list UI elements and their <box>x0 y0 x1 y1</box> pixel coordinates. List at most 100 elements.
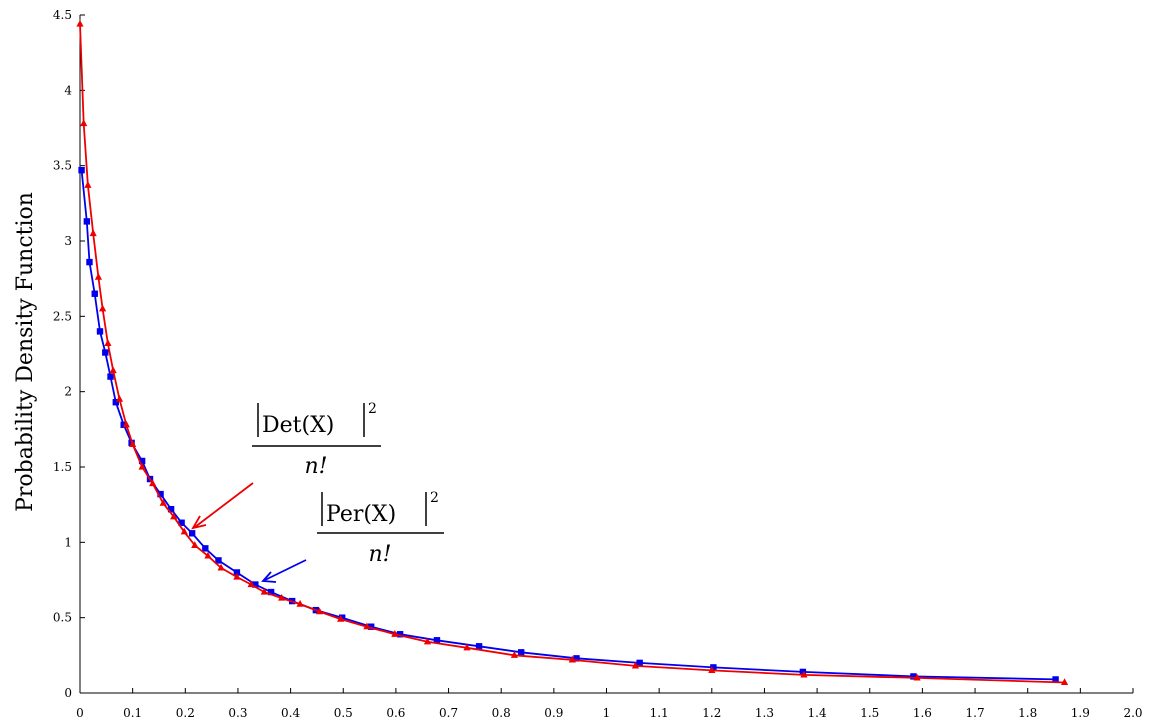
data-point <box>423 637 432 645</box>
data-point <box>1060 678 1069 686</box>
det-arrow <box>191 482 254 530</box>
data-point <box>338 614 346 621</box>
x-tick-label: 0.7 <box>439 706 458 720</box>
data-point <box>463 643 471 651</box>
x-tick-label: 0.6 <box>386 706 405 720</box>
data-point <box>94 272 103 280</box>
data-point <box>109 366 117 374</box>
data-point <box>233 572 241 580</box>
x-tick-label: 1.2 <box>702 706 721 720</box>
data-point <box>86 258 93 266</box>
data-point <box>631 661 640 669</box>
x-tick-label: 1.7 <box>966 706 985 720</box>
data-point <box>180 527 188 535</box>
y-tick-label: 0.5 <box>53 611 72 625</box>
data-point <box>233 569 241 576</box>
data-point <box>391 630 399 637</box>
series-det <box>76 19 1069 686</box>
x-tick-label: 1.4 <box>808 706 827 720</box>
data-point <box>278 593 286 601</box>
x-tick-label: 1.6 <box>913 706 932 720</box>
data-point <box>84 181 92 188</box>
data-point <box>107 373 114 380</box>
per-annotation-sup: 2 <box>430 490 439 506</box>
data-point <box>129 440 137 447</box>
data-point <box>102 349 109 356</box>
data-point <box>170 512 178 520</box>
det-annotation-sup: 2 <box>368 401 377 417</box>
series-line <box>80 170 1056 681</box>
data-point <box>112 399 120 406</box>
data-point <box>89 229 97 237</box>
data-point <box>83 218 91 225</box>
data-point <box>568 655 576 663</box>
data-point <box>159 498 167 506</box>
series-layer <box>76 19 1069 686</box>
data-point <box>396 631 404 638</box>
data-point <box>296 599 304 607</box>
data-point <box>99 304 107 312</box>
data-point <box>78 166 85 174</box>
data-point <box>138 457 146 465</box>
det-annotation: Det(X) 2 n! <box>252 401 381 479</box>
x-tick-label: 2.0 <box>1123 706 1142 720</box>
data-point <box>337 614 345 622</box>
y-tick-label: 4.5 <box>53 8 72 22</box>
x-tick-label: 0 <box>76 706 84 720</box>
data-point <box>710 664 717 671</box>
data-point <box>104 339 112 347</box>
data-point <box>367 623 375 630</box>
data-point <box>76 19 84 27</box>
y-axis-ticks: 0 0.5 1 1.5 2 2.5 3 3.5 4 4.5 <box>53 8 85 700</box>
data-point <box>1052 676 1059 683</box>
data-point <box>315 607 324 615</box>
data-point <box>363 622 371 630</box>
data-point <box>910 673 917 680</box>
x-tick-label: 1.8 <box>1018 706 1037 720</box>
y-tick-label: 2 <box>64 385 72 399</box>
x-tick-label: 0.4 <box>281 706 300 720</box>
data-point <box>96 328 104 335</box>
data-point <box>510 651 518 658</box>
data-point <box>178 519 185 526</box>
det-annotation-denom: n! <box>304 454 327 479</box>
data-point <box>573 655 580 662</box>
y-tick-label: 1.5 <box>53 460 72 474</box>
data-point <box>267 588 275 596</box>
x-axis-ticks: 0 0.1 0.2 0.3 0.4 0.5 0.6 0.7 0.8 0.9 1 1.1 1.2 1.3 1.… <box>76 688 1143 720</box>
data-point <box>252 581 259 588</box>
data-point <box>800 670 808 678</box>
y-tick-label: 1 <box>64 535 72 549</box>
data-point <box>518 649 525 656</box>
data-point <box>138 462 146 470</box>
data-point <box>217 563 225 571</box>
data-point <box>149 479 157 487</box>
per-annotation-denom: n! <box>368 542 391 567</box>
x-tick-label: 0.9 <box>544 706 563 720</box>
data-point <box>799 668 807 676</box>
data-point <box>91 290 98 297</box>
x-tick-label: 1.9 <box>1071 706 1090 720</box>
per-annotation-main: Per(X) <box>326 502 396 527</box>
x-tick-label: 0.1 <box>123 706 142 720</box>
y-tick-label: 3.5 <box>53 159 72 173</box>
data-point <box>475 643 483 650</box>
x-tick-label: 1.5 <box>860 706 879 720</box>
x-tick-label: 1.3 <box>755 706 774 720</box>
data-point <box>204 551 212 559</box>
series-per <box>78 166 1059 683</box>
x-tick-label: 1 <box>603 706 611 720</box>
x-tick-label: 0.3 <box>228 706 247 720</box>
y-tick-label: 0 <box>64 686 72 700</box>
det-annotation-main: Det(X) <box>262 413 334 438</box>
x-tick-label: 0.2 <box>176 706 195 720</box>
series-line <box>79 23 1065 684</box>
per-annotation: Per(X) 2 n! <box>317 490 444 567</box>
x-tick-label: 1.1 <box>650 706 669 720</box>
x-tick-label: 0.5 <box>334 706 353 720</box>
data-point <box>636 659 643 667</box>
x-tick-label: 0.8 <box>492 706 511 720</box>
data-point <box>202 545 209 552</box>
data-point <box>188 530 196 537</box>
